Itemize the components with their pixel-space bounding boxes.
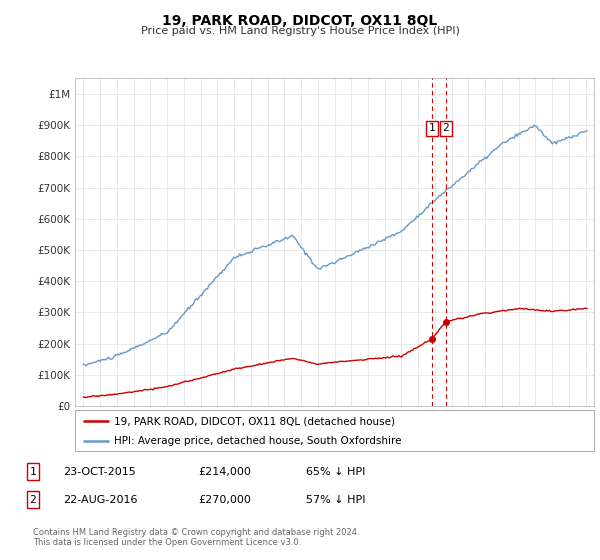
Text: 1: 1 bbox=[428, 123, 436, 133]
Text: Price paid vs. HM Land Registry's House Price Index (HPI): Price paid vs. HM Land Registry's House … bbox=[140, 26, 460, 36]
Text: HPI: Average price, detached house, South Oxfordshire: HPI: Average price, detached house, Sout… bbox=[114, 436, 401, 446]
Text: 2: 2 bbox=[29, 494, 37, 505]
Text: £214,000: £214,000 bbox=[198, 466, 251, 477]
Text: 1: 1 bbox=[29, 466, 37, 477]
Text: 65% ↓ HPI: 65% ↓ HPI bbox=[306, 466, 365, 477]
Text: £270,000: £270,000 bbox=[198, 494, 251, 505]
Text: 22-AUG-2016: 22-AUG-2016 bbox=[63, 494, 137, 505]
Text: 57% ↓ HPI: 57% ↓ HPI bbox=[306, 494, 365, 505]
Text: Contains HM Land Registry data © Crown copyright and database right 2024.
This d: Contains HM Land Registry data © Crown c… bbox=[33, 528, 359, 547]
Text: 19, PARK ROAD, DIDCOT, OX11 8QL (detached house): 19, PARK ROAD, DIDCOT, OX11 8QL (detache… bbox=[114, 417, 395, 426]
Text: 23-OCT-2015: 23-OCT-2015 bbox=[63, 466, 136, 477]
Text: 19, PARK ROAD, DIDCOT, OX11 8QL: 19, PARK ROAD, DIDCOT, OX11 8QL bbox=[163, 14, 437, 28]
Text: 2: 2 bbox=[442, 123, 449, 133]
